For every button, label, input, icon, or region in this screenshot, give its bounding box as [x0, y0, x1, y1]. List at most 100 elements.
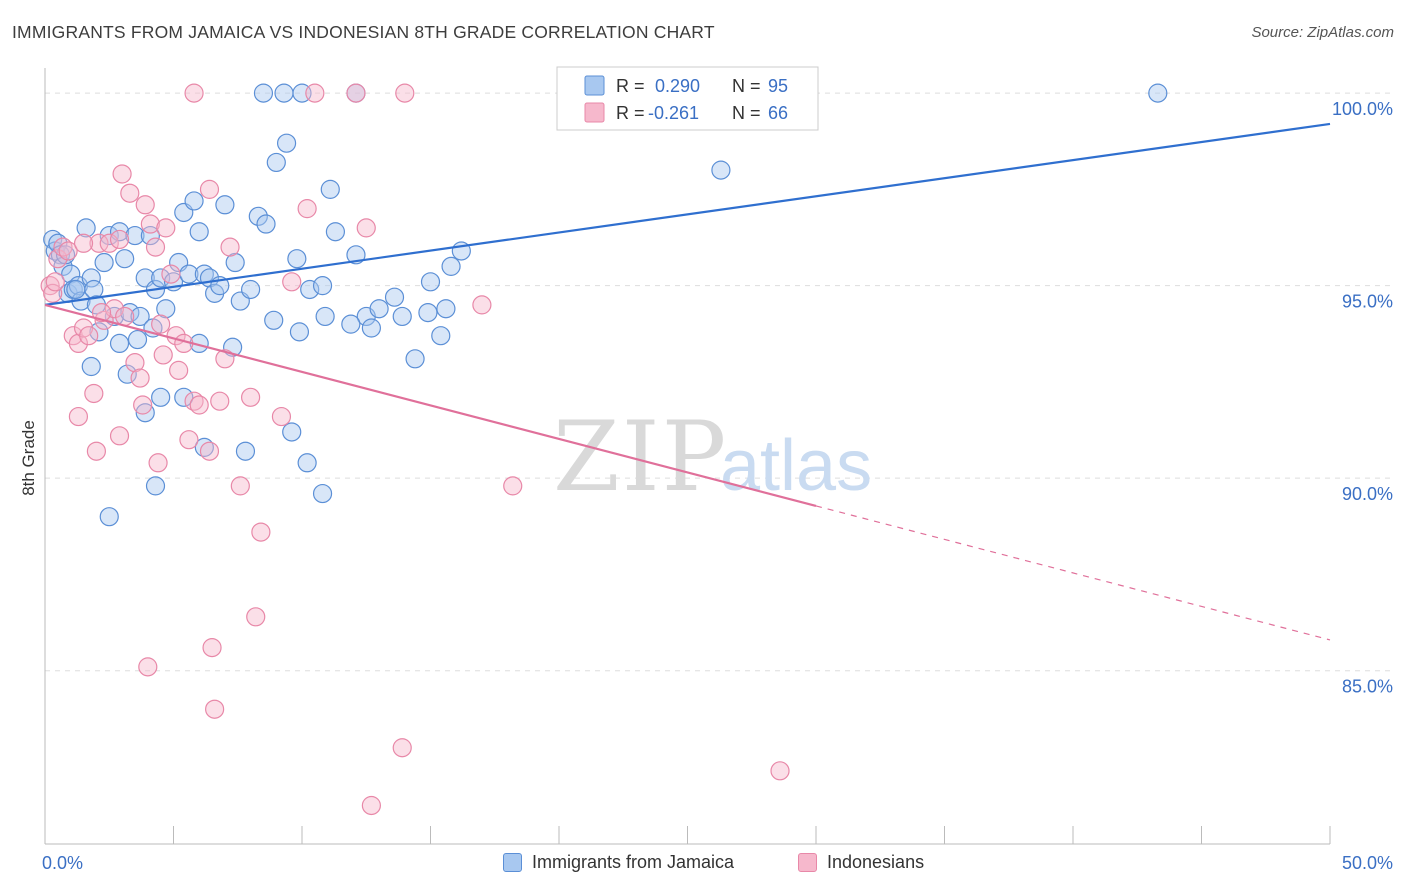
data-point — [130, 306, 150, 327]
y-tick-label: 95.0% — [1342, 292, 1393, 312]
data-point — [53, 237, 73, 257]
data-point — [169, 360, 189, 380]
data-point — [115, 249, 135, 269]
data-point — [711, 160, 731, 180]
legend-label-jamaica: Immigrants from Jamaica — [532, 852, 735, 872]
data-point — [300, 279, 320, 300]
data-point — [256, 214, 276, 234]
data-point — [199, 441, 220, 461]
data-point — [441, 256, 461, 276]
data-point — [202, 638, 222, 658]
data-point — [161, 264, 181, 284]
data-point — [125, 225, 145, 246]
data-point — [241, 279, 261, 300]
stats-legend: R = 0.290 N = 95 R = -0.261 N = 66 — [556, 66, 819, 131]
data-point — [84, 383, 104, 404]
data-point — [133, 395, 153, 415]
stats-n-label-blue: N = — [732, 76, 761, 96]
data-point — [151, 314, 171, 334]
data-point — [86, 441, 107, 461]
data-point — [151, 268, 171, 288]
data-point — [156, 218, 176, 238]
data-point — [305, 83, 325, 103]
watermark: ZIP atlas — [553, 401, 872, 513]
data-point — [45, 272, 65, 292]
data-point — [282, 422, 302, 442]
y-axis-label: 8th Grade — [19, 420, 38, 496]
data-point — [235, 441, 256, 461]
data-point — [325, 222, 346, 242]
stats-r-label-blue: R = — [616, 76, 645, 96]
data-point — [266, 152, 286, 173]
data-point — [99, 233, 119, 253]
data-point — [369, 299, 389, 319]
data-point — [68, 333, 89, 354]
data-point — [81, 268, 101, 288]
stats-swatch-pink — [584, 102, 605, 123]
data-point — [194, 437, 214, 457]
stats-n-value-blue: 95 — [768, 76, 788, 96]
data-point — [189, 395, 209, 415]
y-tick-label: 85.0% — [1342, 677, 1393, 697]
data-point — [346, 83, 366, 103]
data-point — [81, 356, 101, 377]
data-point — [420, 272, 441, 292]
data-point — [361, 318, 381, 338]
data-point — [282, 272, 302, 292]
data-point — [174, 387, 194, 407]
data-point — [125, 353, 145, 373]
legend-item-jamaica: Immigrants from Jamaica — [503, 852, 734, 873]
data-point — [109, 426, 130, 446]
data-point — [43, 229, 63, 250]
data-point — [43, 283, 63, 303]
data-point — [205, 699, 225, 719]
data-point — [140, 225, 160, 246]
data-point — [392, 738, 412, 758]
data-point — [184, 191, 204, 211]
data-point — [271, 406, 292, 427]
data-point — [395, 83, 415, 103]
data-point — [472, 295, 492, 315]
axes — [44, 68, 1331, 845]
data-point — [356, 218, 376, 238]
stats-n-value-pink: 66 — [768, 103, 788, 123]
data-point — [418, 302, 438, 323]
data-point — [66, 279, 86, 300]
data-point — [153, 345, 173, 365]
data-point — [341, 314, 361, 334]
data-point — [184, 391, 204, 411]
trend-line-blue — [44, 122, 1331, 306]
data-point — [503, 476, 523, 496]
data-point — [199, 179, 220, 199]
data-point — [109, 229, 130, 250]
data-point — [145, 476, 166, 496]
bottom-legend: Immigrants from Jamaica Indonesians — [0, 852, 1406, 878]
data-point — [312, 276, 333, 296]
data-point — [73, 233, 94, 253]
data-point — [115, 306, 135, 327]
y-tick-label: 100.0% — [1332, 99, 1393, 119]
trend-line-pink — [44, 303, 817, 507]
data-point — [130, 368, 150, 388]
chart-title: IMMIGRANTS FROM JAMAICA VS INDONESIAN 8T… — [12, 22, 715, 42]
data-point — [68, 406, 89, 427]
data-point — [156, 299, 176, 319]
data-point — [276, 133, 297, 153]
data-point — [297, 453, 317, 473]
y-tick-labels: 100.0% 95.0% 90.0% 85.0% — [1332, 99, 1393, 697]
stats-r-label-pink: R = — [616, 103, 645, 123]
legend-swatch-jamaica — [503, 853, 522, 872]
data-point — [215, 195, 235, 215]
data-point — [253, 83, 274, 103]
x-tick-labels: 0.0% 50.0% — [42, 853, 1393, 873]
data-point — [312, 483, 333, 504]
data-point — [135, 195, 155, 215]
data-point — [148, 453, 168, 473]
data-point — [241, 387, 261, 407]
data-point — [287, 249, 307, 269]
stats-swatch-blue — [584, 75, 605, 96]
data-point — [289, 322, 310, 342]
data-point — [112, 164, 132, 184]
data-point — [79, 326, 99, 346]
data-point — [384, 287, 405, 307]
